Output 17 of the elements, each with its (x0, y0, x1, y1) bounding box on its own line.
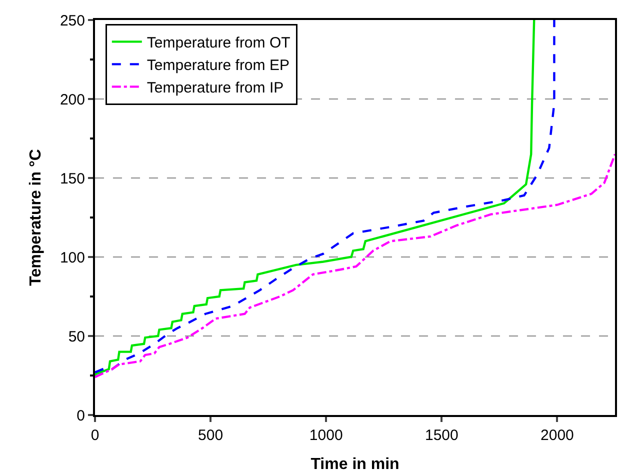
x-tick-label: 1500 (424, 427, 458, 444)
legend-label: Temperature from OT (146, 34, 290, 52)
line-series (95, 153, 615, 378)
y-axis-title: Temperature in °C (27, 148, 44, 286)
y-tick-label: 150 (60, 170, 85, 188)
y-tick-label: 200 (60, 91, 85, 108)
y-tick-label: 250 (60, 12, 85, 30)
y-tick-label: 0 (76, 407, 85, 424)
y-tick-label: 50 (68, 328, 85, 346)
legend-label: Temperature from IP (146, 80, 284, 97)
x-tick-label: 500 (198, 427, 224, 444)
y-tick-label: 100 (60, 249, 85, 266)
x-axis-title: Time in min (310, 456, 400, 474)
x-tick-label: 0 (90, 427, 100, 444)
legend-label: Temperature from EP (146, 57, 290, 74)
x-tick-label: 1000 (309, 427, 343, 444)
x-tick-label: 2000 (540, 427, 574, 444)
